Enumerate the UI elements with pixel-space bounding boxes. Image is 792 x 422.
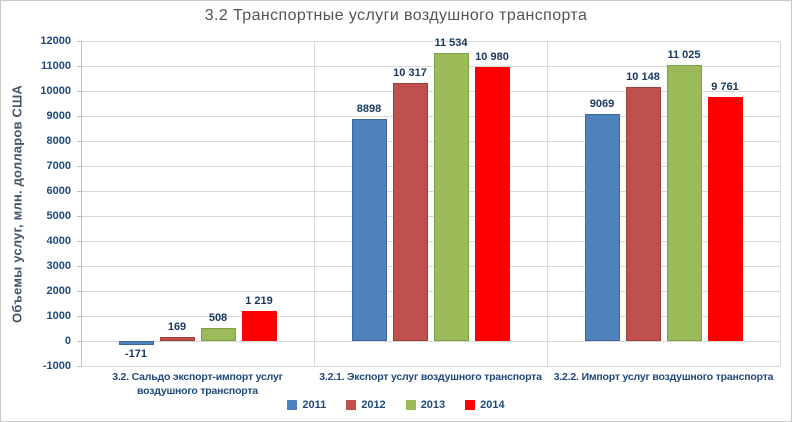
y-axis-tick (77, 315, 81, 317)
bar-2011-group3 (584, 114, 620, 341)
bar-2014-group3 (707, 96, 743, 341)
category-label-line: 3.2.1. Экспорт услуг воздушного транспор… (319, 371, 542, 383)
legend-item-2014: 2014 (465, 399, 505, 411)
gridline (81, 65, 780, 67)
y-tick-label: 11000 (41, 60, 71, 72)
legend-item-2012: 2012 (346, 399, 386, 411)
category-label-group1: 3.2. Сальдо экспорт-импорт услуг воздушно… (81, 370, 314, 398)
gridline (81, 265, 780, 267)
legend-label-2013: 2013 (420, 399, 446, 411)
y-axis-tick (77, 240, 81, 242)
category-label-line: 3.2.2. Импорт услуг воздушного транспорт… (553, 371, 774, 383)
y-axis-tick (77, 265, 81, 267)
y-axis-tick (77, 290, 81, 292)
category-label-line: 3.2. Сальдо экспорт-импорт услуг (112, 371, 283, 383)
y-axis-tick (77, 190, 81, 192)
bar-2013-group1 (200, 328, 236, 341)
y-tick-label: -1000 (42, 360, 71, 372)
y-axis-tick (77, 40, 81, 42)
y-tick-label: 10000 (40, 85, 71, 97)
y-tick-label: 12000 (40, 35, 71, 47)
bar-2013-group3 (666, 65, 702, 341)
bar-2011-group2 (351, 118, 387, 341)
value-label: 11 025 (667, 49, 701, 62)
value-label: 508 (208, 312, 228, 325)
y-tick-label: 4000 (46, 235, 71, 247)
gridline (81, 315, 780, 317)
y-axis-title: Объемы услуг, млн. долларов США (9, 84, 25, 323)
gridline (81, 115, 780, 117)
y-axis-tick (77, 115, 81, 117)
value-label: 1 219 (245, 294, 273, 307)
legend-label-2011: 2011 (302, 399, 327, 411)
legend-swatch-2012 (346, 400, 357, 410)
gridline (81, 165, 780, 167)
y-tick-label: 5000 (46, 210, 71, 222)
gridline (81, 240, 780, 242)
legend-swatch-2013 (405, 400, 416, 410)
gridline (81, 215, 780, 217)
y-tick-label: 0 (64, 335, 71, 347)
chart-title: 3.2 Транспортные услуги воздушного транс… (204, 7, 588, 24)
y-axis-tick (77, 90, 81, 92)
category-label-line: воздушного транспорта (137, 385, 258, 397)
gridline (81, 365, 780, 367)
gridline (81, 90, 780, 92)
value-label: -171 (124, 348, 148, 361)
legend-label-2012: 2012 (361, 399, 386, 411)
y-axis-tick (77, 365, 81, 367)
y-axis-line (81, 41, 82, 366)
value-label: 10 980 (475, 50, 509, 63)
value-label: 8898 (356, 102, 382, 115)
gridline (81, 340, 780, 342)
legend-label-2014: 2014 (480, 399, 505, 411)
y-tick-label: 1000 (46, 310, 71, 322)
bar-2012-group3 (625, 87, 661, 341)
bar-2014-group2 (474, 66, 510, 341)
category-label-group2: 3.2.1. Экспорт услуг воздушного транспор… (314, 370, 547, 384)
legend-swatch-2011 (287, 400, 298, 410)
y-axis-tick (77, 340, 81, 342)
legend: 2011 2012 2013 2014 (1, 399, 791, 411)
value-label: 10 148 (626, 71, 660, 84)
y-axis-tick (77, 165, 81, 167)
bar-2014-group1 (241, 310, 277, 341)
y-axis-tick (77, 65, 81, 67)
gridline (81, 40, 780, 42)
value-label: 9069 (589, 98, 615, 111)
bar-2013-group2 (433, 52, 469, 341)
y-tick-label: 8000 (46, 135, 71, 147)
value-label: 11 534 (434, 36, 468, 49)
y-tick-label: 7000 (46, 160, 71, 172)
y-axis-tick (77, 215, 81, 217)
legend-swatch-2014 (465, 400, 476, 410)
y-tick-label: 2000 (46, 285, 71, 297)
panel-separator (547, 41, 548, 366)
bar-2012-group1 (159, 336, 195, 341)
y-axis-tick (77, 140, 81, 142)
gridline (81, 140, 780, 142)
y-tick-label: 9000 (46, 110, 71, 122)
legend-item-2011: 2011 (287, 399, 326, 411)
gridline (81, 190, 780, 192)
bar-2012-group2 (392, 83, 428, 341)
category-label-group3: 3.2.2. Импорт услуг воздушного транспорт… (547, 370, 780, 384)
panel-separator (314, 41, 315, 366)
bar-2011-group1 (118, 341, 154, 346)
value-label: 169 (167, 320, 187, 333)
gridline (81, 290, 780, 292)
plot-right-border (780, 41, 781, 366)
legend-item-2013: 2013 (405, 399, 446, 411)
value-label: 10 317 (393, 67, 427, 80)
y-tick-label: 6000 (46, 185, 71, 197)
y-tick-label: 3000 (46, 260, 71, 272)
value-label: 9 761 (711, 80, 739, 93)
